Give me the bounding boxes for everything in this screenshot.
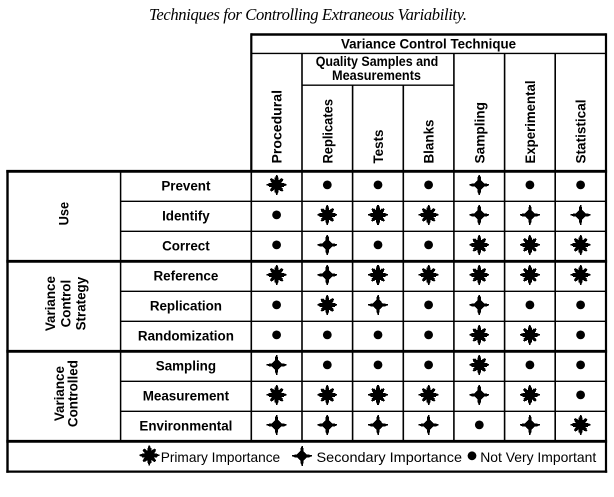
svg-text:Identify: Identify xyxy=(162,208,210,223)
svg-text:Statistical: Statistical xyxy=(574,100,589,164)
svg-text:Prevent: Prevent xyxy=(161,178,211,193)
svg-text:Measurements: Measurements xyxy=(332,68,421,83)
svg-text:Control: Control xyxy=(58,280,73,328)
svg-text:Variance Control Technique: Variance Control Technique xyxy=(341,36,516,51)
svg-text:Techniques for Controlling Ext: Techniques for Controlling Extraneous Va… xyxy=(149,5,467,24)
svg-text:Replication: Replication xyxy=(150,298,222,313)
svg-text:Secondary Importance: Secondary Importance xyxy=(317,449,463,465)
svg-text:Variance: Variance xyxy=(43,276,58,331)
svg-text:Environmental: Environmental xyxy=(139,418,232,433)
svg-text:Not Very Important: Not Very Important xyxy=(480,449,596,465)
svg-text:Procedural: Procedural xyxy=(270,90,285,164)
svg-text:Primary Importance: Primary Importance xyxy=(161,449,281,465)
svg-text:Strategy: Strategy xyxy=(74,276,89,330)
svg-text:Blanks: Blanks xyxy=(422,120,437,164)
svg-text:Use: Use xyxy=(57,202,72,226)
svg-text:Replicates: Replicates xyxy=(320,99,335,164)
svg-text:Sampling: Sampling xyxy=(472,102,487,164)
svg-text:Sampling: Sampling xyxy=(156,358,216,373)
svg-text:Correct: Correct xyxy=(162,238,210,253)
svg-text:Variance: Variance xyxy=(52,366,67,421)
svg-text:Tests: Tests xyxy=(371,130,386,164)
svg-text:Experimental: Experimental xyxy=(523,81,538,164)
svg-text:Quality Samples and: Quality Samples and xyxy=(316,54,439,69)
svg-text:Reference: Reference xyxy=(154,268,219,283)
svg-text:Controlled: Controlled xyxy=(65,360,80,427)
svg-text:Randomization: Randomization xyxy=(138,328,234,343)
svg-text:Measurement: Measurement xyxy=(143,388,230,403)
